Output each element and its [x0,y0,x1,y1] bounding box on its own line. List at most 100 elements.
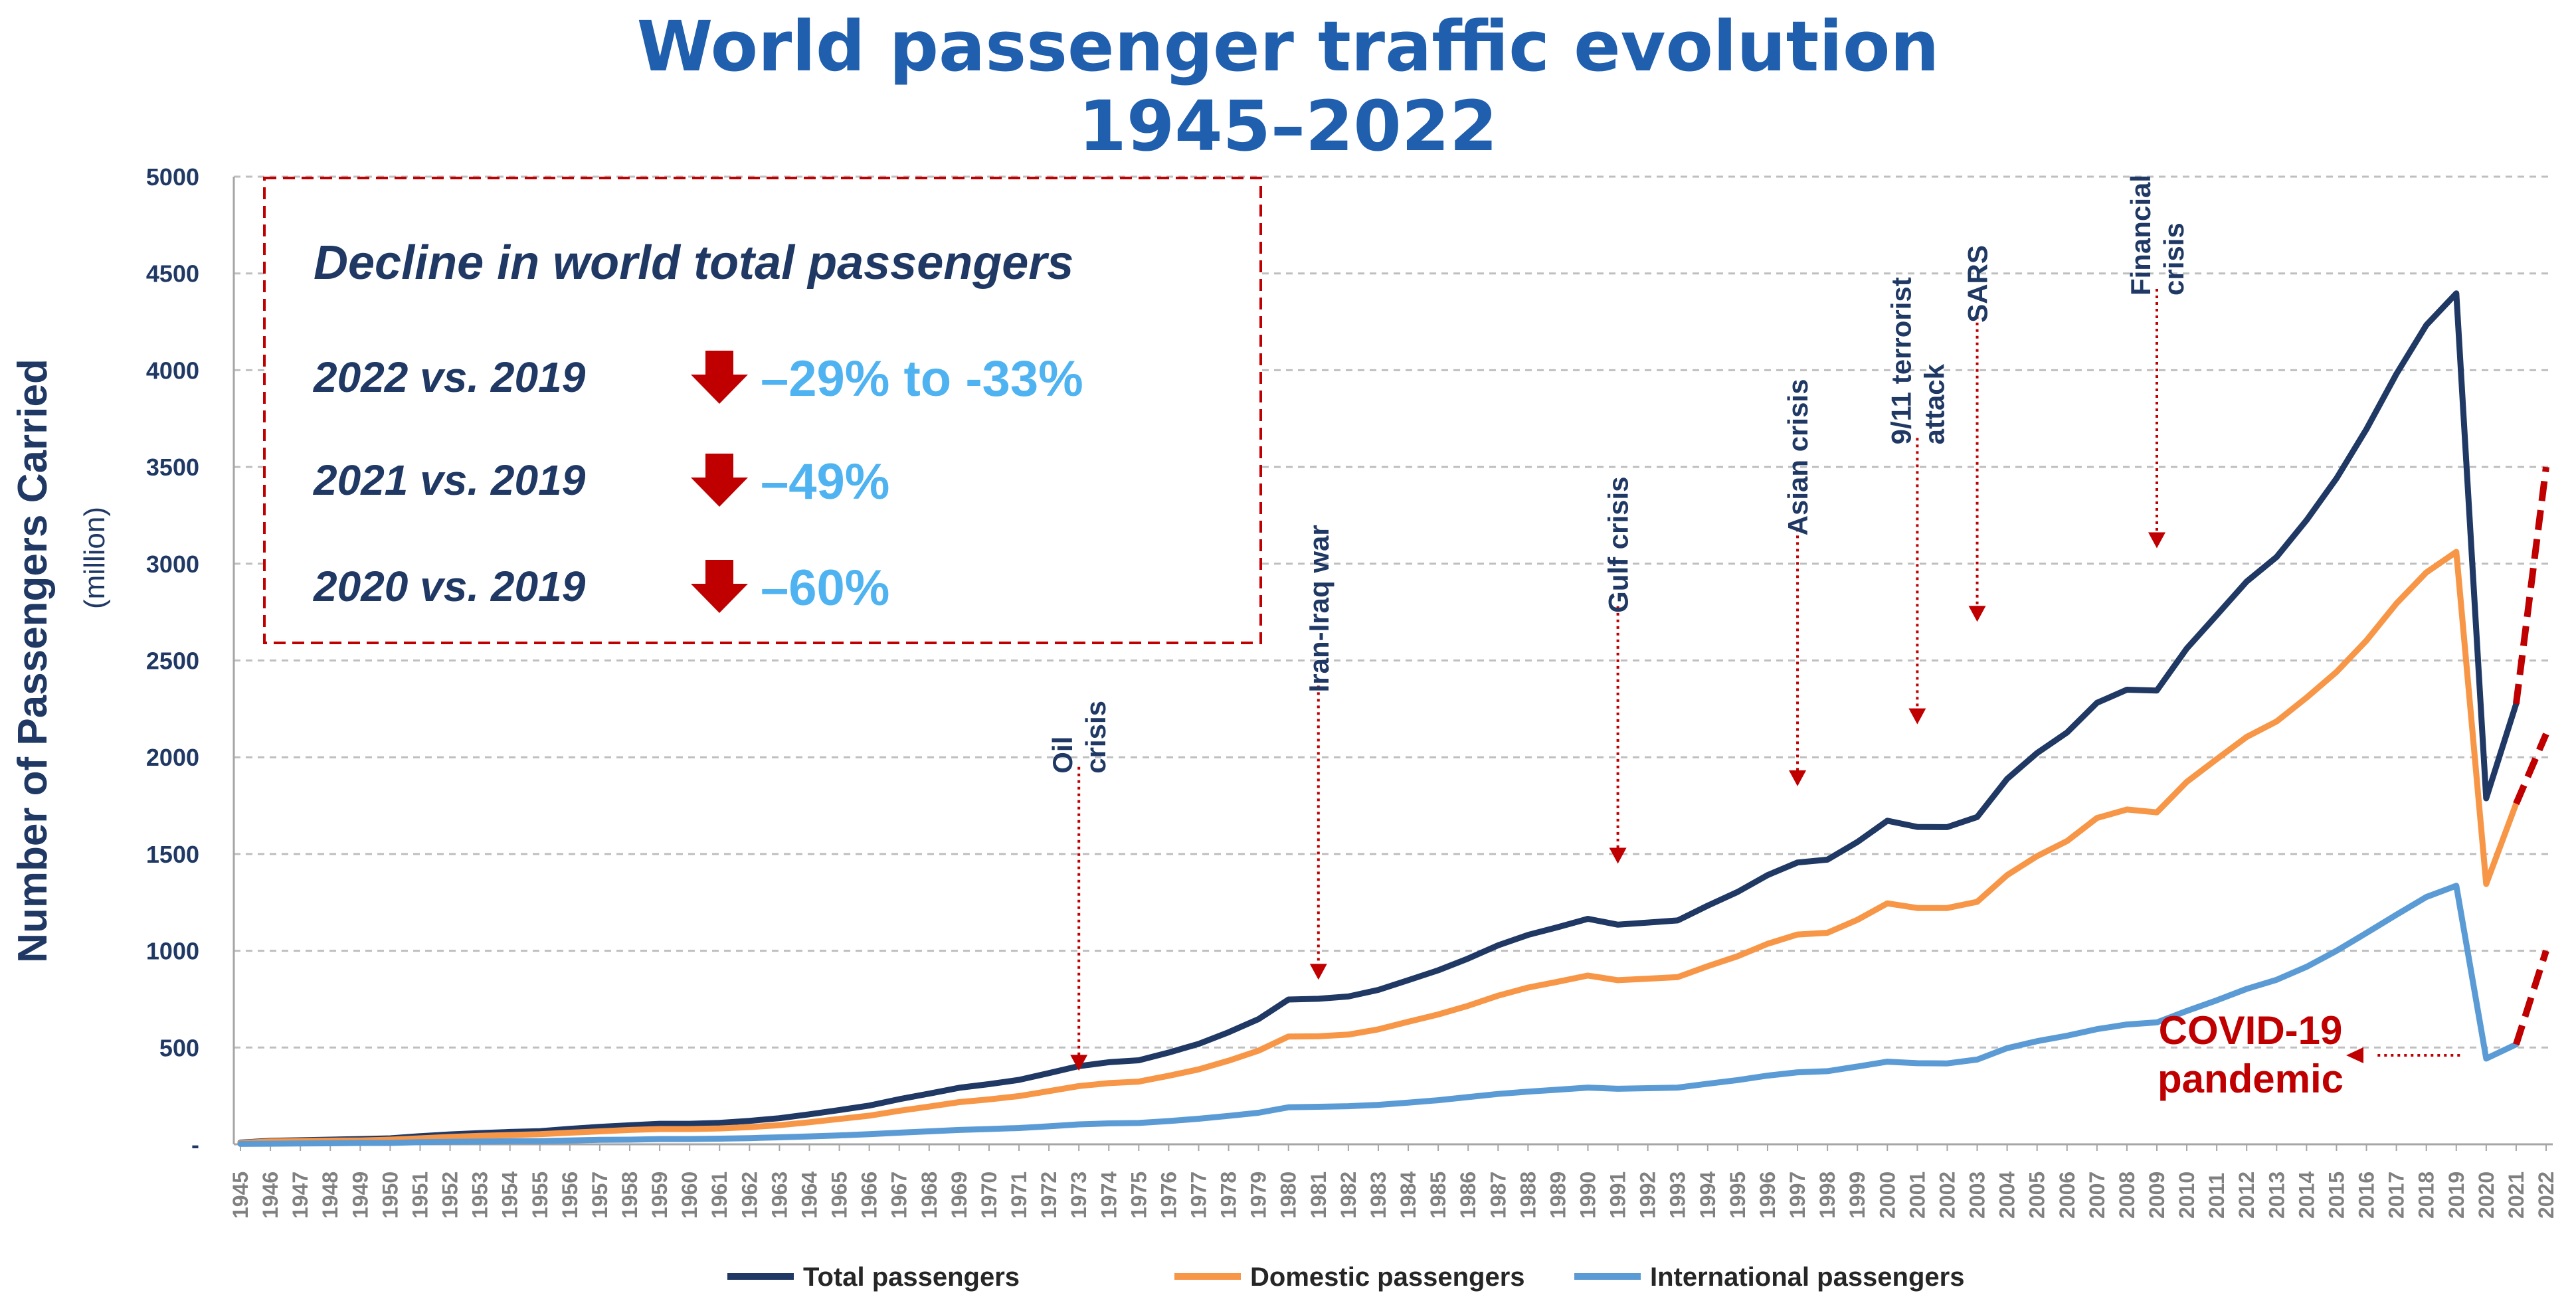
projection-line [2512,466,2549,705]
y-axis-title: Number of Passengers Carried (million) [10,359,111,963]
y-tick-label: 2500 [146,648,199,675]
x-tick-label: 1989 [1546,1172,1570,1219]
y-tick-label: 4500 [146,260,199,288]
annotation-label: crisis [1080,701,1111,774]
x-tick-label: 1993 [1666,1172,1690,1219]
down-arrow-icon [691,560,748,613]
x-tick-label: 2007 [2085,1172,2109,1219]
x-tick-label: 1974 [1097,1172,1121,1219]
down-arrow-icon [691,351,748,404]
y-tick-label: 1500 [146,841,199,868]
x-tick-label: 1991 [1606,1172,1630,1219]
x-tick-label: 2008 [2115,1172,2139,1219]
x-tick-label: 1977 [1186,1172,1210,1219]
annotation-arrowhead [1968,606,1986,622]
x-ticks: 1945 1946 1947 1948 1949 1950 1951 1952 1953 1954… [229,1144,2558,1219]
y-tick-label: 2000 [146,744,199,771]
annotation-label: 9/11 terrorist [1885,277,1916,444]
y-tick-label: 3500 [146,454,199,481]
x-tick-label: 1954 [498,1172,522,1219]
annotation-arrowhead [1908,708,1926,725]
x-tick-label: 1967 [887,1172,911,1219]
y-tick-label: 1000 [146,938,199,965]
decline-period: 2020 vs. 2019 [313,563,586,610]
series-lines [237,290,2520,1147]
x-tick-label: 1987 [1486,1172,1510,1219]
x-tick-label: 1975 [1127,1172,1150,1219]
x-tick-label: 2011 [2205,1173,2229,1219]
x-tick-label: 1998 [1815,1172,1839,1219]
projection-line [2513,950,2549,1046]
y-tick-label: - [191,1131,199,1158]
x-tick-label: 1948 [318,1172,342,1219]
decline-heading: Decline in world total passengers [314,236,1073,290]
x-tick-label: 2018 [2415,1172,2438,1219]
decline-change: –49% [761,454,889,510]
x-tick-label: 1966 [858,1172,881,1219]
x-tick-label: 2019 [2444,1172,2468,1219]
y-tick-label: 4000 [146,357,199,384]
x-tick-label: 1976 [1156,1172,1180,1219]
y-ticks: - 500 1000 1500 2000 2500 3000 3500 4000 4500 5000 [146,163,199,1158]
projection-line [2513,733,2549,806]
x-tick-label: 2016 [2355,1172,2379,1219]
x-tick-label: 1973 [1067,1172,1091,1219]
x-tick-label: 2002 [1935,1172,1959,1219]
y-tick-label: 3000 [146,551,199,578]
axes [232,177,2553,1146]
legend-label: International passengers [1650,1263,1964,1292]
annotation-arrowhead [1789,770,1807,786]
y-axis-label: Number of Passengers Carried [10,359,56,963]
series-line-international-passengers [237,883,2520,1147]
annotation-label: Oil [1047,737,1078,774]
x-tick-label: 2004 [1995,1172,2019,1219]
x-tick-label: 2010 [2175,1172,2199,1219]
x-tick-label: 2012 [2235,1172,2258,1219]
x-tick-label: 1972 [1037,1172,1061,1219]
x-tick-label: 1960 [678,1172,701,1219]
x-tick-label: 1982 [1336,1172,1360,1219]
annotation-arrowhead [2148,532,2165,549]
y-tick-label: 5000 [146,163,199,191]
x-tick-label: 1945 [229,1172,252,1219]
decline-box-frame [263,177,1262,644]
x-tick-label: 2022 [2534,1172,2558,1219]
x-tick-label: 1990 [1576,1172,1600,1219]
x-tick-label: 1951 [408,1172,432,1219]
decline-period: 2021 vs. 2019 [313,456,586,504]
x-tick-label: 2013 [2264,1172,2288,1219]
x-tick-label: 1981 [1307,1172,1331,1219]
x-tick-label: 1947 [288,1172,312,1219]
x-tick-label: 2003 [1966,1172,1989,1219]
annotation-label: COVID-19 [2159,1008,2343,1053]
x-tick-label: 1983 [1366,1172,1390,1219]
x-tick-label: 1957 [588,1172,612,1219]
x-tick-label: 1968 [917,1172,941,1219]
x-tick-label: 1978 [1217,1172,1241,1219]
x-tick-label: 1952 [438,1172,462,1219]
x-tick-label: 1986 [1456,1172,1480,1219]
decline-period: 2022 vs. 2019 [313,353,586,401]
annotation-label: SARS [1962,245,1993,323]
x-tick-label: 1970 [977,1172,1001,1219]
x-tick-label: 2009 [2145,1172,2169,1219]
x-tick-label: 2020 [2474,1172,2498,1219]
x-tick-label: 1962 [737,1172,761,1219]
x-tick-label: 1985 [1426,1172,1450,1219]
annotation-arrowhead [1309,964,1327,980]
legend-label: Total passengers [803,1263,1020,1292]
annotation-label: crisis [2158,222,2189,296]
projection-lines [2512,466,2549,1046]
y-tick-label: 500 [159,1034,199,1061]
x-tick-label: 1979 [1247,1172,1271,1219]
x-tick-label: 1950 [378,1172,402,1219]
x-tick-label: 2005 [2025,1172,2049,1219]
annotation-label: Financial [2125,175,2156,296]
x-tick-label: 1955 [528,1172,552,1219]
x-tick-label: 2015 [2324,1172,2348,1219]
x-tick-label: 1964 [797,1172,821,1219]
decline-change: –29% to -33% [761,351,1083,407]
annotation-label: Asian crisis [1782,379,1813,536]
x-tick-label: 1980 [1277,1172,1301,1219]
